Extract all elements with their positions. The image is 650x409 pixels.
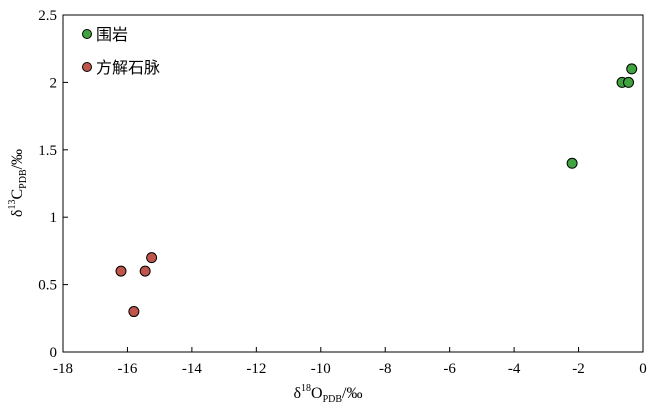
y-axis-title: δ13CPDB/‰ (7, 149, 29, 217)
plot-frame (62, 14, 644, 353)
x-tick-label-9: 0 (639, 361, 647, 377)
legend-marker-0 (82, 29, 92, 39)
y-tick-label-0: 0 (50, 345, 58, 361)
legend-marker-1 (82, 62, 92, 72)
series-0-point-2 (623, 76, 634, 88)
y-tick-label-2: 1 (50, 210, 58, 226)
x-axis: -18 -16 -14 -12 -10 -8 -6 -4 -2 0 (53, 347, 647, 377)
y-tick-label-1: 0.5 (38, 278, 57, 294)
x-tick-label-0: -18 (53, 361, 73, 377)
data-points (115, 63, 638, 318)
series-0-point-3 (626, 63, 638, 75)
y-axis: 0 0.5 1 1.5 2 2.5 (38, 8, 68, 361)
legend-label-0: 围岩 (96, 25, 128, 44)
series-0-point-0 (566, 157, 578, 169)
x-tick-label-4: -10 (311, 361, 331, 377)
series-1-point-1 (128, 306, 140, 318)
x-tick-label-7: -4 (508, 361, 521, 377)
x-axis-title: δ18OPDB/‰ (293, 383, 362, 405)
x-tick-label-3: -12 (246, 361, 266, 377)
y-tick-label-5: 2.5 (38, 8, 57, 24)
x-tick-label-5: -8 (379, 361, 392, 377)
x-tick-label-2: -14 (182, 361, 202, 377)
x-tick-label-1: -16 (117, 361, 137, 377)
series-1-point-3 (146, 252, 158, 264)
series-1-point-2 (139, 265, 151, 277)
y-tick-label-4: 2 (50, 75, 58, 91)
x-tick-label-6: -6 (443, 361, 456, 377)
legend-label-1: 方解石脉 (96, 58, 160, 77)
y-tick-label-3: 1.5 (38, 143, 57, 159)
x-tick-label-8: -2 (572, 361, 585, 377)
legend: 围岩 方解石脉 (82, 25, 160, 77)
series-1-point-0 (115, 265, 127, 277)
